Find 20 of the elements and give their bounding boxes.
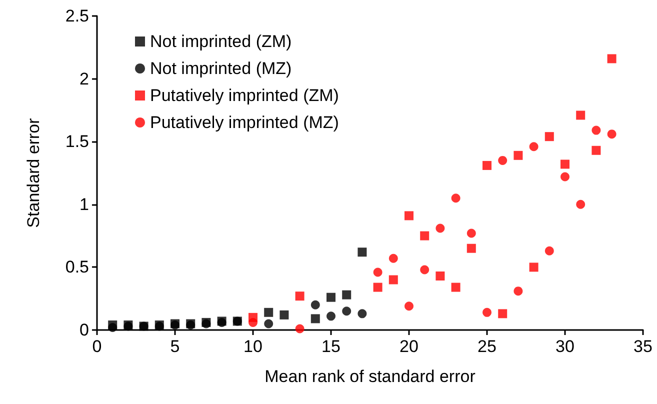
x-tick-label: 15 — [322, 337, 340, 356]
x-tick-label: 20 — [400, 337, 418, 356]
legend-label: Putatively imprinted (ZM) — [150, 86, 339, 105]
y-tick-label: 1.5 — [65, 132, 89, 152]
x-tick-label: 0 — [92, 337, 102, 356]
y-tick-label: 0.5 — [65, 258, 89, 277]
y-tick-label: 2 — [80, 69, 89, 88]
x-tick-label: 25 — [478, 337, 496, 356]
legend-label: Not imprinted (ZM) — [150, 32, 292, 51]
y-tick-label: 2.5 — [65, 6, 89, 26]
y-tick-label: 1 — [80, 194, 89, 214]
y-axis-title: Standard error — [24, 118, 43, 228]
x-tick-label: 10 — [244, 337, 262, 356]
legend-label: Putatively imprinted (MZ) — [150, 113, 339, 132]
x-tick-label: 5 — [170, 337, 180, 356]
x-tick-label: 35 — [634, 337, 652, 356]
x-axis-title: Mean rank of standard error — [264, 367, 476, 386]
x-tick-label: 30 — [556, 337, 574, 356]
y-tick-label: 0 — [80, 320, 89, 340]
legend-label: Not imprinted (MZ) — [150, 59, 292, 78]
